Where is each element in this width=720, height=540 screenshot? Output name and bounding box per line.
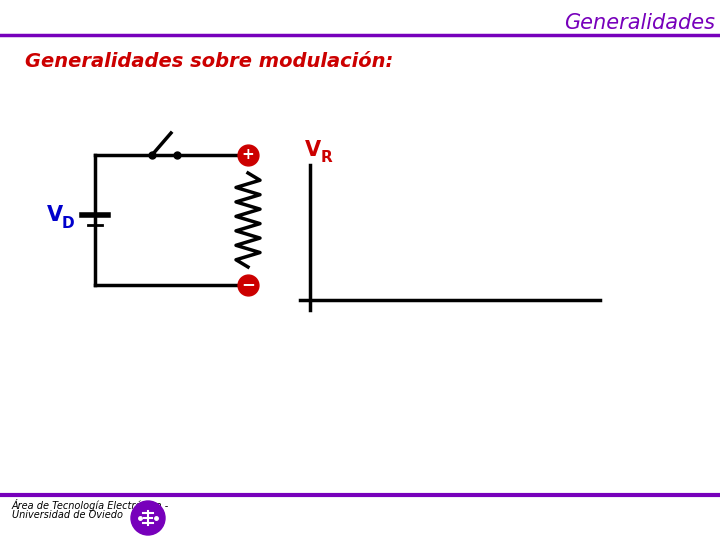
Text: Generalidades: Generalidades <box>564 13 715 33</box>
Text: R: R <box>321 150 333 165</box>
Text: Generalidades sobre modulación:: Generalidades sobre modulación: <box>25 52 393 71</box>
Circle shape <box>131 501 165 535</box>
Text: Área de Tecnología Electrónica -: Área de Tecnología Electrónica - <box>12 499 169 511</box>
Text: Universidad de Oviedo: Universidad de Oviedo <box>12 510 123 520</box>
Text: V: V <box>47 205 63 225</box>
Text: V: V <box>305 140 321 160</box>
Text: D: D <box>62 215 75 231</box>
Text: +: + <box>242 147 254 162</box>
Text: −: − <box>241 275 255 294</box>
